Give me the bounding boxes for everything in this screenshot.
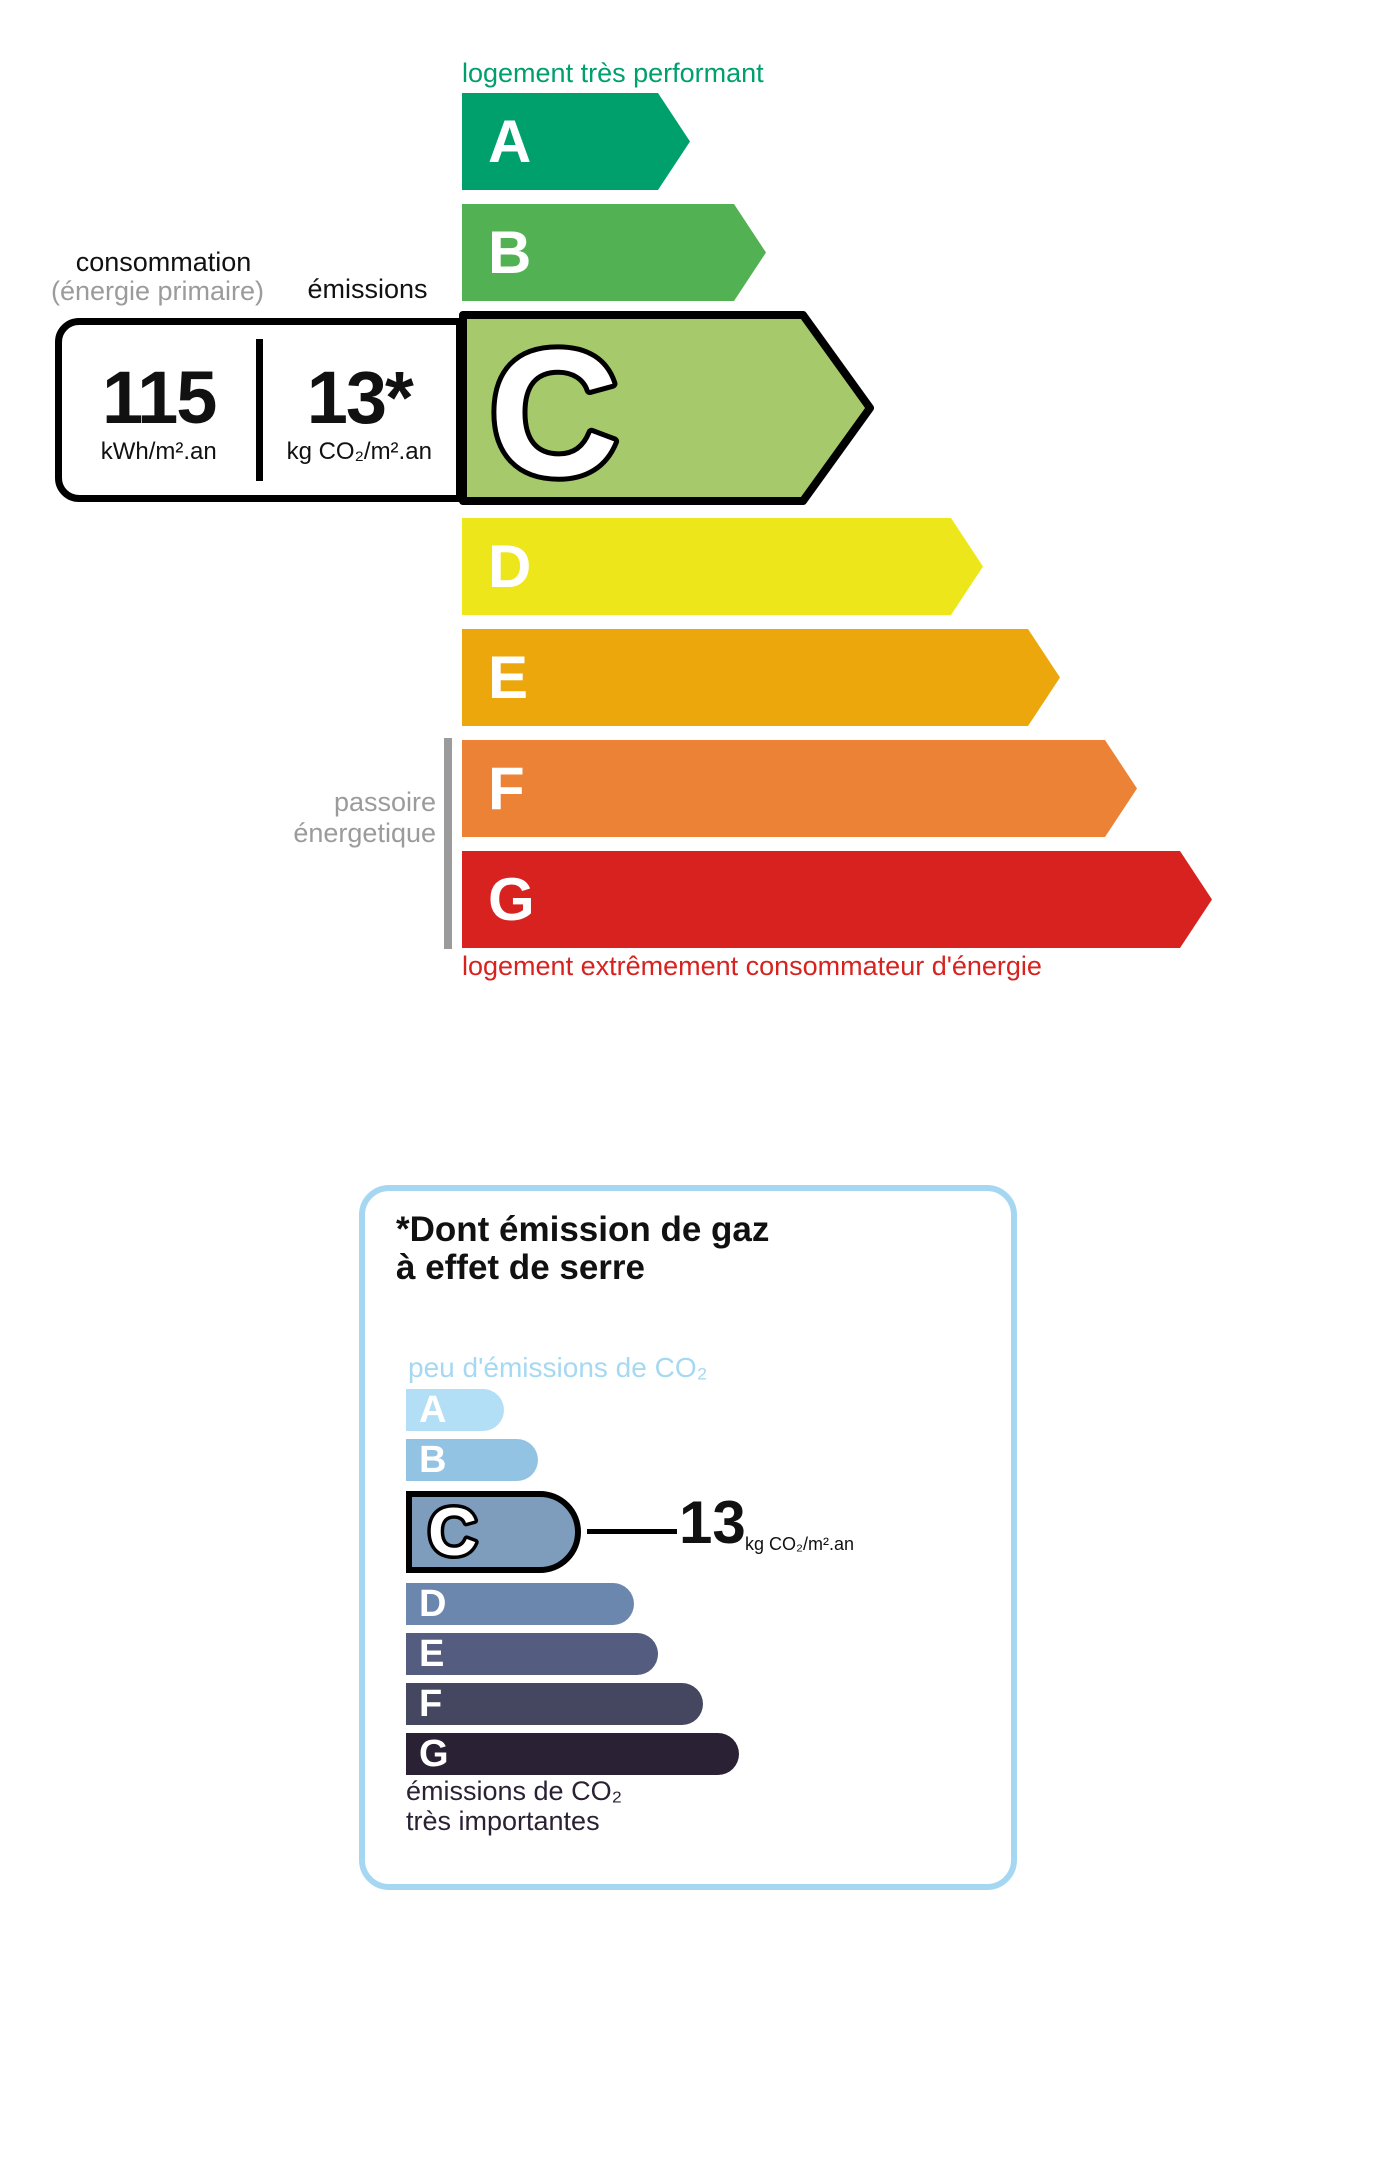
energy-class-d-letter: D: [488, 533, 532, 600]
consumption-cell: 115 kWh/m².an: [62, 325, 256, 495]
energy-class-g-letter: G: [488, 866, 535, 933]
value-box-divider: [255, 339, 263, 481]
co2-class-g-bar: G: [406, 1733, 739, 1775]
co2-panel-title-line2: à effet de serre: [396, 1248, 646, 1287]
emissions-header: émissions: [307, 274, 428, 304]
co2-class-f-bar: F: [406, 1683, 703, 1725]
co2-class-b-letter: B: [419, 1438, 447, 1481]
co2-low-caption: peu d'émissions de CO₂: [408, 1352, 708, 1383]
co2-class-d-bar: D: [406, 1583, 634, 1625]
co2-high-caption-line2: très importantes: [406, 1806, 600, 1836]
co2-class-b-bar: B: [406, 1439, 538, 1481]
co2-class-g-letter: G: [419, 1732, 449, 1775]
co2-class-a-bar: A: [406, 1389, 504, 1431]
consumption-value: 115: [102, 355, 217, 439]
co2-panel: *Dont émission de gaz à effet de serre p…: [359, 1185, 1017, 1890]
passoire-label-line1: passoire: [333, 787, 436, 817]
energy-class-c-letter: C: [489, 313, 619, 505]
energy-class-c-shape: [459, 311, 874, 505]
energy-class-f-letter: F: [488, 755, 525, 822]
top-scale-caption: logement très performant: [462, 58, 764, 88]
energy-class-g-arrow: G: [462, 851, 1212, 948]
energy-class-a-letter: A: [488, 108, 532, 175]
co2-class-e-letter: E: [419, 1632, 445, 1675]
co2-class-c-bar-selected: C: [406, 1491, 581, 1573]
co2-panel-title: *Dont émission de gaz à effet de serre: [396, 1211, 769, 1287]
emissions-value: 13*: [306, 355, 414, 439]
co2-class-e-bar: E: [406, 1633, 658, 1675]
co2-class-c-letter-svg: C: [425, 1497, 481, 1567]
energy-class-e-letter: E: [488, 644, 529, 711]
energy-class-f-arrow: F: [462, 740, 1137, 837]
co2-value-unit: kg CO₂/m².an: [745, 1534, 855, 1554]
emissions-cell: 13* kg CO₂/m².an: [263, 325, 457, 495]
energy-class-e-arrow: E: [462, 629, 1060, 726]
co2-class-d-letter: D: [419, 1582, 447, 1625]
energy-class-c-arrow-selected: C: [459, 311, 874, 505]
consumption-unit: kWh/m².an: [100, 437, 217, 465]
energy-class-b-arrow: B: [462, 204, 766, 301]
energy-class-b-letter: B: [488, 219, 532, 286]
co2-high-caption-line1: émissions de CO₂: [406, 1776, 623, 1806]
co2-high-caption: émissions de CO₂ très importantes: [406, 1776, 622, 1836]
consumption-header: consommation: [75, 247, 252, 277]
co2-class-c-letter: C: [428, 1497, 477, 1567]
bottom-scale-caption: logement extrêmement consommateur d'éner…: [462, 951, 1042, 981]
passoire-bracket-bar: [444, 738, 452, 949]
primary-energy-subheader: (énergie primaire): [50, 276, 265, 306]
value-box: 115 kWh/m².an 13* kg CO₂/m².an: [55, 318, 463, 502]
emissions-unit: kg CO₂/m².an: [286, 437, 432, 465]
passoire-label: passoire énergetique: [258, 787, 436, 849]
co2-panel-title-line1: *Dont émission de gaz: [396, 1210, 770, 1249]
co2-value-connector-line: [587, 1529, 677, 1534]
energy-class-a-arrow: A: [462, 93, 690, 190]
energy-class-d-arrow: D: [462, 518, 983, 615]
passoire-label-line2: énergetique: [293, 818, 436, 848]
co2-class-f-letter: F: [419, 1682, 443, 1725]
co2-class-a-letter: A: [419, 1388, 447, 1431]
co2-value: 13: [679, 1489, 746, 1556]
